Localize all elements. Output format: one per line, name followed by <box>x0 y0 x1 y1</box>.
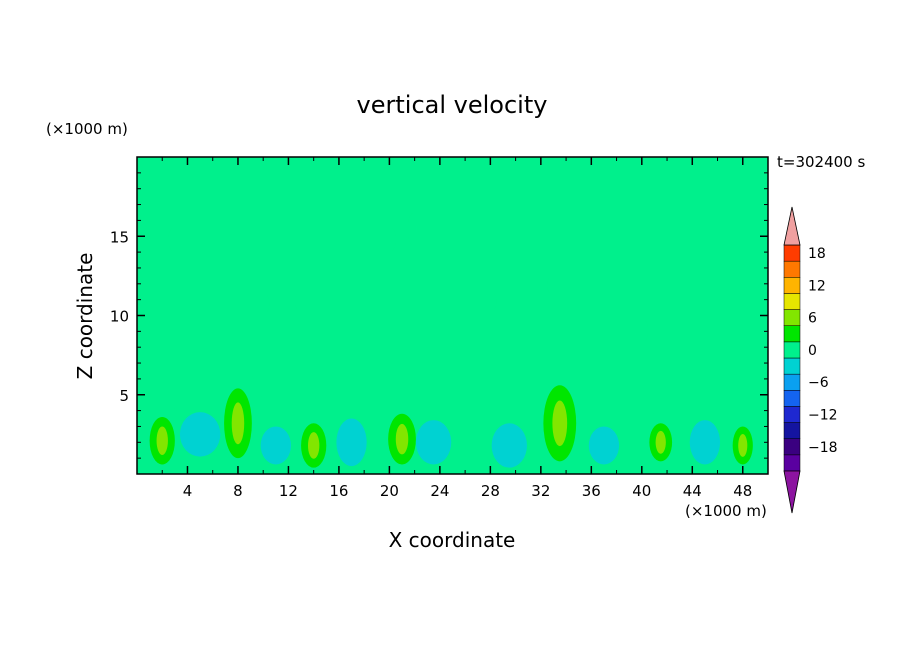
colorbar-bin <box>783 309 801 326</box>
colorbar-over-arrow <box>783 206 801 246</box>
updraft-core-12 <box>552 400 568 447</box>
x-tick-label: 40 <box>632 482 651 500</box>
field-band-3 <box>301 294 491 308</box>
field-band-5 <box>137 321 642 340</box>
x-tick-label: 4 <box>183 482 193 500</box>
updraft-core-11 <box>395 423 409 455</box>
x-tick-label: 24 <box>430 482 449 500</box>
colorbar-tick-label: 12 <box>808 278 826 294</box>
x-tick-label: 16 <box>329 482 348 500</box>
colorbar-bin <box>783 357 801 375</box>
y-tick-label: 15 <box>110 228 129 246</box>
colorbar-bin <box>783 422 801 439</box>
x-tick-label: 32 <box>531 482 550 500</box>
updraft-core-13 <box>655 430 666 454</box>
colorbar-under-arrow <box>783 470 801 514</box>
y-tick-label: 10 <box>110 308 129 326</box>
colorbar-bin <box>783 438 801 456</box>
colorbar-tick-label: 0 <box>808 343 817 359</box>
colorbar-bin <box>783 325 801 343</box>
downdraft-cell-18 <box>415 420 452 465</box>
field-band-7 <box>414 215 768 243</box>
x-tick-label: 8 <box>233 482 243 500</box>
x-unit-label: (×1000 m) <box>685 502 767 520</box>
x-tick-label: 44 <box>683 482 702 500</box>
x-axis-ticks: 4 8 12 16 20 24 28 32 36 40 44 48 <box>161 157 752 500</box>
colorbar-tick-label: 6 <box>808 311 817 327</box>
colorbar-bin <box>783 341 801 359</box>
updraft-core-9 <box>231 402 245 445</box>
colorbar: −18 −12 −6 0 6 12 18 <box>783 206 838 514</box>
x-axis-label: X coordinate <box>389 528 516 552</box>
y-axis-label: Z coordinate <box>73 253 97 380</box>
field-band-2 <box>137 296 264 311</box>
downdraft-cell-16 <box>260 426 291 465</box>
field-band-6 <box>490 160 693 230</box>
downdraft-cell-15 <box>179 412 221 457</box>
updraft-core-14 <box>738 434 748 457</box>
downdraft-cell-19 <box>491 423 527 468</box>
colorbar-tick-label: −6 <box>808 375 829 391</box>
x-tick-label: 36 <box>582 482 601 500</box>
colorbar-bin <box>783 244 801 262</box>
colorbar-tick-label: −12 <box>808 408 838 424</box>
updraft-core-10 <box>308 432 320 459</box>
colorbar-bin <box>783 293 801 310</box>
x-tick-label: 20 <box>380 482 399 500</box>
colorbar-bin <box>783 406 801 423</box>
chart-title: vertical velocity <box>357 91 548 119</box>
x-tick-label: 12 <box>279 482 298 500</box>
colorbar-bin <box>783 373 801 391</box>
colorbar-bin <box>783 390 801 407</box>
colorbar-bin <box>783 277 801 294</box>
y-axis-ticks: 5 10 15 <box>110 172 768 459</box>
y-tick-label: 5 <box>119 387 129 405</box>
downdraft-cell-17 <box>336 418 367 467</box>
field-band-1 <box>174 229 390 249</box>
x-tick-label: 28 <box>481 482 500 500</box>
downdraft-cell-21 <box>689 420 721 465</box>
colorbar-bin <box>783 454 801 472</box>
velocity-field <box>137 157 768 474</box>
colorbar-tick-label: −18 <box>808 440 838 456</box>
time-label: t=302400 s <box>777 153 865 171</box>
x-tick-label: 48 <box>733 482 752 500</box>
downdraft-cell-20 <box>588 426 620 465</box>
field-band-4 <box>553 279 768 292</box>
colorbar-bin <box>783 260 801 278</box>
y-unit-label: (×1000 m) <box>46 120 128 138</box>
colorbar-tick-label: 18 <box>808 246 826 262</box>
updraft-core-8 <box>156 426 168 455</box>
